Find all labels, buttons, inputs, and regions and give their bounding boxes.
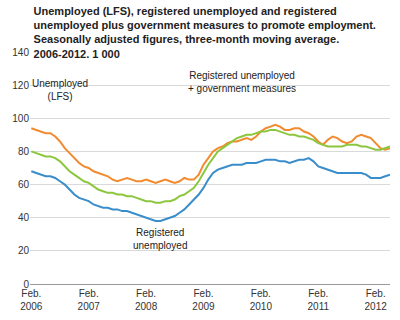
svg-text:0: 0: [23, 279, 29, 290]
svg-text:80: 80: [18, 146, 30, 157]
svg-text:Feb.2012: Feb.2012: [365, 288, 388, 312]
svg-text:Registeredunemployed: Registeredunemployed: [133, 227, 187, 251]
svg-text:Feb.2011: Feb.2011: [308, 288, 330, 312]
svg-text:Feb.2008: Feb.2008: [135, 288, 158, 312]
svg-text:Unemployed(LFS): Unemployed(LFS): [32, 78, 88, 102]
svg-text:120: 120: [12, 80, 29, 91]
svg-text:40: 40: [18, 212, 30, 223]
svg-text:Feb.2006: Feb.2006: [20, 288, 43, 312]
svg-text:Feb.2010: Feb.2010: [250, 288, 273, 312]
svg-text:140: 140: [12, 47, 29, 58]
svg-text:100: 100: [12, 113, 29, 124]
svg-text:Feb.2009: Feb.2009: [192, 288, 215, 312]
svg-text:Feb.2007: Feb.2007: [78, 288, 101, 312]
svg-text:60: 60: [18, 179, 30, 190]
svg-text:Unemployed (LFS), registered u: Unemployed (LFS), registered unemployed …: [34, 5, 376, 60]
svg-text:Registered unemployed+ governm: Registered unemployed+ government measur…: [188, 70, 296, 94]
svg-text:20: 20: [18, 245, 30, 256]
